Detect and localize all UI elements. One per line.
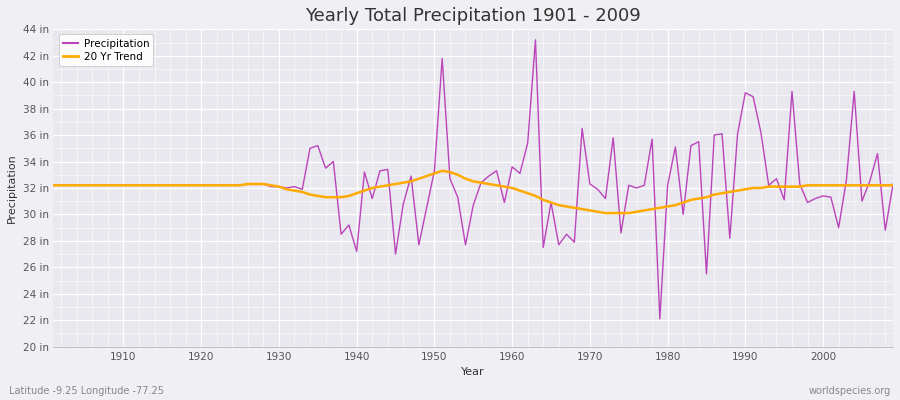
Title: Yearly Total Precipitation 1901 - 2009: Yearly Total Precipitation 1901 - 2009: [305, 7, 641, 25]
Y-axis label: Precipitation: Precipitation: [7, 153, 17, 223]
Text: Latitude -9.25 Longitude -77.25: Latitude -9.25 Longitude -77.25: [9, 386, 164, 396]
X-axis label: Year: Year: [462, 367, 485, 377]
Text: worldspecies.org: worldspecies.org: [809, 386, 891, 396]
Legend: Precipitation, 20 Yr Trend: Precipitation, 20 Yr Trend: [58, 34, 154, 66]
